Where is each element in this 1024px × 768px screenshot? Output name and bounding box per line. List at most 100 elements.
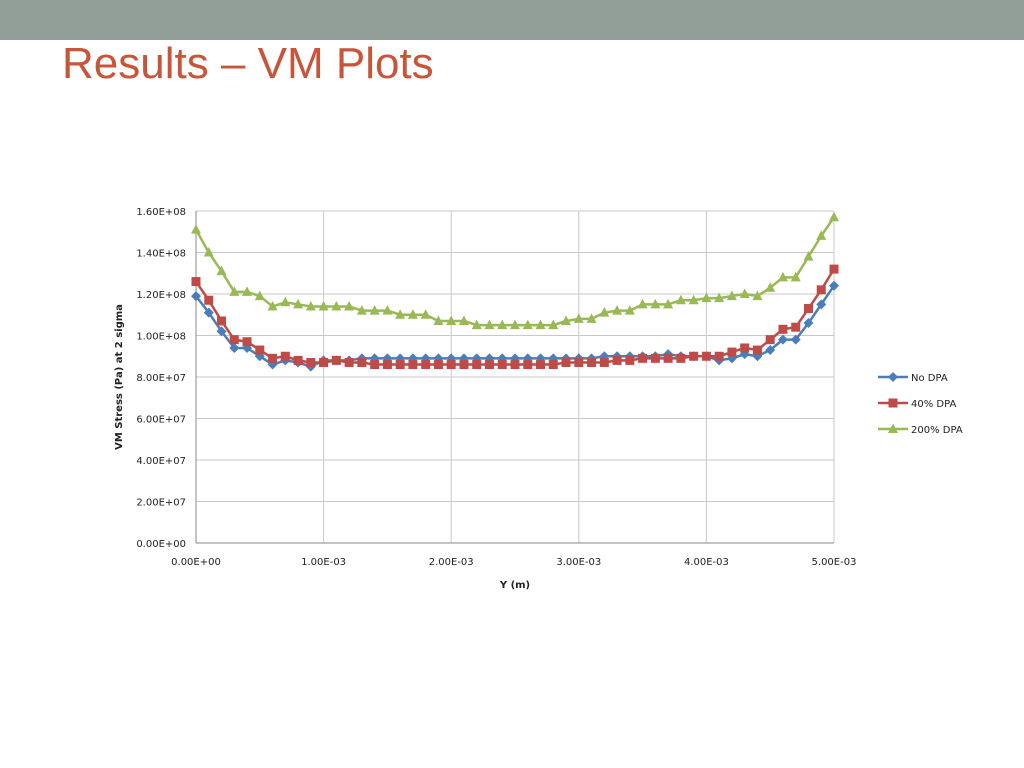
data-point-40pct-dpa bbox=[344, 357, 354, 367]
y-tick-label: 1.00E+08 bbox=[136, 332, 186, 343]
chart-series bbox=[191, 211, 839, 372]
data-point-40pct-dpa bbox=[319, 357, 329, 367]
data-point-40pct-dpa bbox=[765, 335, 775, 345]
chart-grid bbox=[195, 210, 835, 544]
slide-title: Results – VM Plots bbox=[62, 39, 434, 88]
data-point-200pct-dpa bbox=[739, 288, 750, 298]
data-point-40pct-dpa bbox=[752, 345, 762, 355]
data-point-200pct-dpa bbox=[561, 315, 572, 325]
data-point-200pct-dpa bbox=[829, 211, 839, 222]
data-point-200pct-dpa bbox=[433, 315, 444, 325]
data-point-200pct-dpa bbox=[471, 319, 482, 330]
data-point-200pct-dpa bbox=[293, 298, 304, 309]
data-point-no-dpa bbox=[765, 345, 776, 356]
data-point-200pct-dpa bbox=[242, 286, 253, 296]
data-point-200pct-dpa bbox=[573, 313, 584, 323]
data-point-40pct-dpa bbox=[740, 343, 750, 353]
data-point-200pct-dpa bbox=[344, 300, 355, 311]
data-point-40pct-dpa bbox=[599, 357, 609, 367]
legend-entry-200pct-dpa: 200% DPA bbox=[878, 423, 963, 436]
series-line-200pct-dpa bbox=[194, 216, 836, 327]
data-point-200pct-dpa bbox=[663, 298, 674, 309]
data-point-200pct-dpa bbox=[458, 315, 469, 325]
data-point-40pct-dpa bbox=[701, 351, 711, 361]
data-point-40pct-dpa bbox=[803, 304, 813, 314]
data-point-200pct-dpa bbox=[803, 251, 814, 261]
data-point-200pct-dpa bbox=[599, 307, 610, 317]
chart-legend: No DPA 40% DPA 200% DPA bbox=[878, 372, 963, 436]
data-point-40pct-dpa bbox=[536, 360, 546, 370]
data-point-40pct-dpa bbox=[510, 360, 520, 370]
data-point-40pct-dpa bbox=[548, 360, 558, 370]
data-point-40pct-dpa bbox=[433, 360, 443, 370]
data-point-40pct-dpa bbox=[421, 360, 431, 370]
data-point-40pct-dpa bbox=[625, 355, 635, 365]
data-point-40pct-dpa bbox=[280, 351, 290, 361]
data-point-200pct-dpa bbox=[701, 292, 712, 303]
data-point-40pct-dpa bbox=[727, 347, 737, 357]
x-tick-label: 4.00E-03 bbox=[684, 557, 729, 568]
data-point-no-dpa bbox=[777, 334, 788, 345]
data-point-200pct-dpa bbox=[765, 282, 776, 292]
data-point-40pct-dpa bbox=[229, 335, 239, 345]
data-point-40pct-dpa bbox=[204, 295, 214, 305]
data-point-40pct-dpa bbox=[357, 357, 367, 367]
data-point-no-dpa bbox=[803, 318, 814, 329]
data-point-40pct-dpa bbox=[459, 360, 469, 370]
data-point-200pct-dpa bbox=[816, 230, 827, 240]
legend-marker bbox=[888, 398, 898, 408]
data-point-200pct-dpa bbox=[624, 305, 635, 315]
data-point-200pct-dpa bbox=[790, 271, 801, 282]
data-point-200pct-dpa bbox=[535, 319, 546, 330]
data-point-40pct-dpa bbox=[663, 353, 673, 363]
data-point-200pct-dpa bbox=[497, 319, 508, 330]
series-200pct-dpa bbox=[191, 211, 839, 330]
y-axis-title: VM Stress (Pa) at 2 sigma bbox=[114, 304, 125, 450]
data-point-200pct-dpa bbox=[191, 224, 201, 234]
data-point-40pct-dpa bbox=[331, 355, 341, 365]
data-point-200pct-dpa bbox=[726, 290, 737, 301]
data-point-no-dpa bbox=[829, 280, 839, 291]
data-point-200pct-dpa bbox=[446, 315, 457, 325]
y-tick-label: 2.00E+07 bbox=[136, 498, 186, 509]
data-point-200pct-dpa bbox=[484, 319, 495, 330]
y-tick-label: 8.00E+07 bbox=[136, 373, 186, 384]
data-point-40pct-dpa bbox=[217, 316, 227, 326]
y-tick-label: 4.00E+07 bbox=[136, 456, 186, 467]
chart-axes: 0.00E+00 2.00E+07 4.00E+07 6.00E+07 8.00E+07… bbox=[114, 207, 856, 591]
data-point-200pct-dpa bbox=[382, 305, 393, 315]
legend-marker bbox=[888, 423, 898, 433]
data-point-40pct-dpa bbox=[638, 353, 648, 363]
data-point-200pct-dpa bbox=[510, 319, 520, 330]
data-point-200pct-dpa bbox=[637, 298, 648, 309]
series-40pct-dpa bbox=[191, 264, 839, 370]
top-banner bbox=[0, 0, 1024, 40]
data-point-40pct-dpa bbox=[306, 357, 316, 367]
y-tick-label: 1.60E+08 bbox=[136, 207, 186, 218]
data-point-200pct-dpa bbox=[752, 290, 763, 301]
data-point-40pct-dpa bbox=[446, 360, 456, 370]
data-point-200pct-dpa bbox=[369, 305, 380, 315]
data-point-no-dpa bbox=[216, 326, 227, 337]
legend-marker bbox=[888, 372, 898, 382]
data-point-40pct-dpa bbox=[408, 360, 418, 370]
legend-entry-40pct-dpa: 40% DPA bbox=[878, 398, 956, 410]
data-point-200pct-dpa bbox=[688, 294, 699, 305]
data-point-200pct-dpa bbox=[777, 271, 788, 282]
data-point-40pct-dpa bbox=[714, 351, 724, 361]
data-point-40pct-dpa bbox=[255, 345, 265, 355]
data-point-no-dpa bbox=[229, 342, 240, 353]
data-point-200pct-dpa bbox=[548, 319, 559, 330]
legend-entry-no-dpa: No DPA bbox=[878, 372, 948, 384]
data-point-40pct-dpa bbox=[370, 360, 380, 370]
data-point-no-dpa bbox=[790, 334, 801, 345]
data-point-200pct-dpa bbox=[254, 290, 265, 301]
legend-label: 200% DPA bbox=[911, 425, 963, 436]
data-point-200pct-dpa bbox=[356, 305, 367, 315]
data-point-200pct-dpa bbox=[280, 296, 291, 307]
y-tick-label: 6.00E+07 bbox=[136, 415, 186, 426]
data-point-40pct-dpa bbox=[561, 357, 571, 367]
data-point-40pct-dpa bbox=[816, 285, 826, 295]
data-point-200pct-dpa bbox=[522, 319, 533, 330]
data-point-200pct-dpa bbox=[331, 300, 342, 311]
